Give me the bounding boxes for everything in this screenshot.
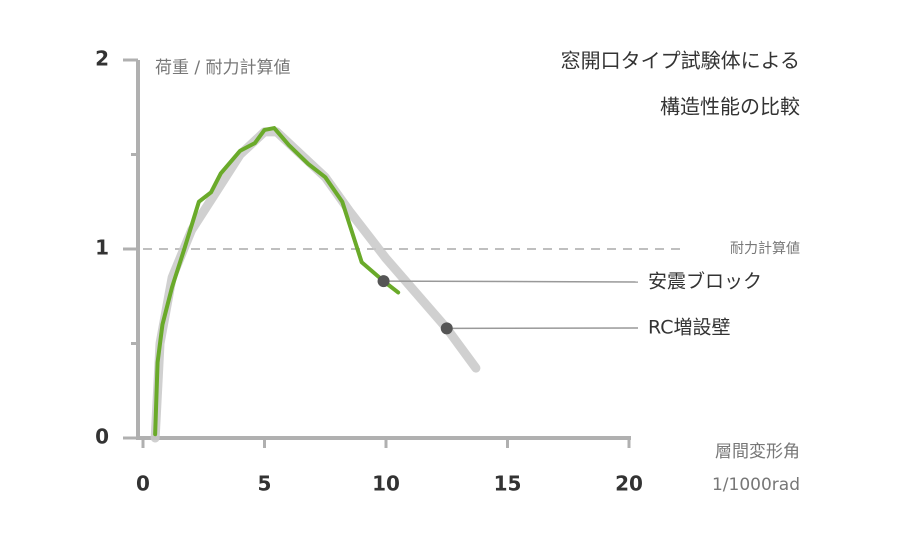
chart-title: 窓開口タイプ試験体による <box>561 49 800 73</box>
legend-label: RC増設壁 <box>648 317 731 339</box>
callout-dot <box>440 322 453 335</box>
legend-label: 安震ブロック <box>648 270 762 293</box>
series-line <box>150 127 481 443</box>
chart-title: 構造性能の比較 <box>660 95 800 119</box>
x-tick-label: 15 <box>494 472 522 496</box>
series-line <box>153 126 401 437</box>
x-tick-label: 10 <box>372 472 400 496</box>
y-tick-label: 1 <box>95 236 109 260</box>
x-tick-label: 20 <box>615 472 643 496</box>
x-tick-label: 5 <box>258 472 272 496</box>
callout-dot <box>377 275 390 288</box>
callout-line <box>383 280 639 283</box>
x-tick-label: 0 <box>136 472 150 496</box>
x-axis-label: 層間変形角 <box>715 442 800 462</box>
x-axis-label: 1/1000rad <box>712 475 800 495</box>
y-tick-label: 2 <box>95 47 109 71</box>
y-axis-label: 荷重 / 耐力計算値 <box>155 58 291 78</box>
y-tick-label: 0 <box>95 425 109 449</box>
reference-label: 耐力計算値 <box>730 241 800 257</box>
